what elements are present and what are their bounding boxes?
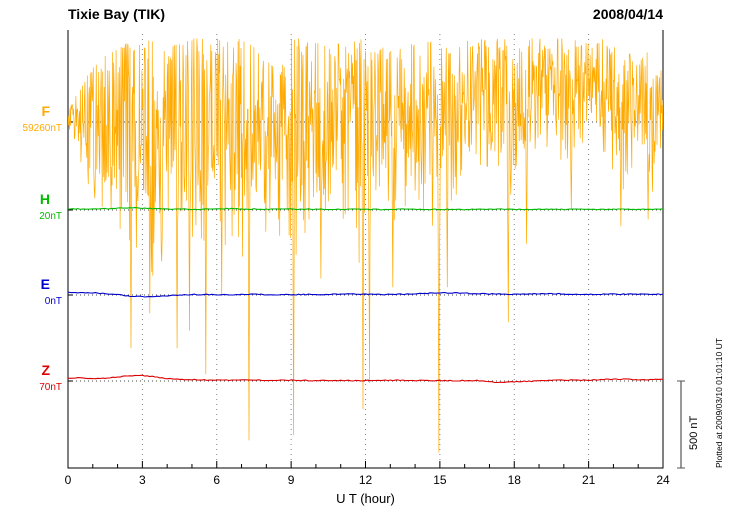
x-tick-label: 21 [582, 473, 596, 487]
channel-E-baseline-value: 0nT [44, 296, 62, 307]
trace-H [68, 207, 663, 211]
x-tick-label: 9 [288, 473, 295, 487]
x-tick-label: 6 [213, 473, 220, 487]
trace-F [68, 38, 663, 453]
x-tick-label: 3 [139, 473, 146, 487]
x-tick-label: 15 [433, 473, 447, 487]
channel-F-label: F [41, 103, 50, 119]
x-tick-label: 0 [65, 473, 72, 487]
date-label: 2008/04/14 [592, 6, 663, 22]
scale-bar [677, 380, 685, 469]
x-tick-label: 24 [656, 473, 670, 487]
channel-Z-label: Z [41, 362, 50, 378]
channel-E-label: E [40, 276, 50, 292]
channel-F-baseline-value: 59260nT [22, 123, 62, 134]
x-tick-label: 12 [359, 473, 373, 487]
channel-H-label: H [39, 191, 50, 207]
x-tick-label: 18 [508, 473, 522, 487]
x-axis-title: U T (hour) [336, 491, 395, 506]
channel-H-baseline-value: 20nT [39, 211, 62, 222]
trace-Z [68, 374, 663, 384]
station-title: Tixie Bay (TIK) [68, 6, 165, 22]
trace-E [68, 291, 663, 298]
axes: 0 3 6 9 12 15 18 21 24 [65, 30, 670, 487]
channel-Z-baseline-value: 70nT [39, 382, 62, 393]
